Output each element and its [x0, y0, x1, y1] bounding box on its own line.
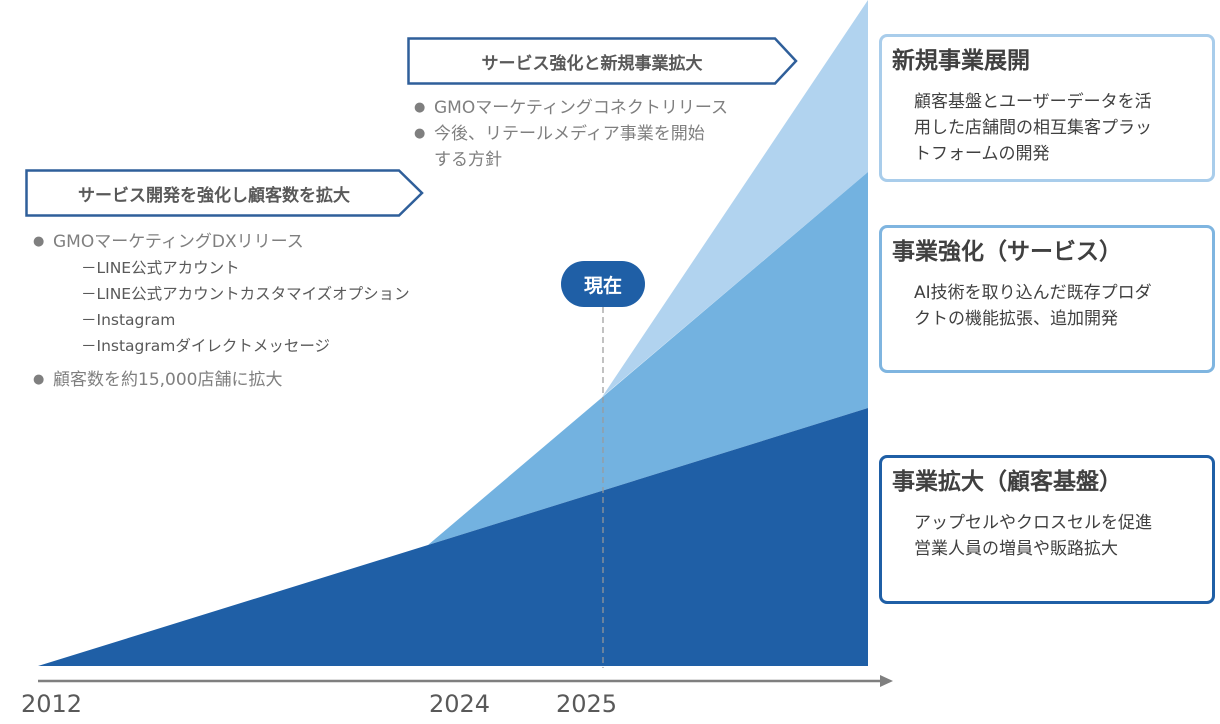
sub-item: －LINE公式アカウント [81, 259, 240, 277]
current-badge: 現在 [561, 261, 645, 307]
bullet-dot: ● [414, 100, 426, 115]
left-phase-banner-label: サービス開発を強化し顧客数を拡大 [78, 185, 350, 206]
list-item: ● GMOマーケティングコネクトリリース [414, 95, 728, 121]
bullet-dot: ● [414, 126, 426, 141]
left-bullet-list: ● GMOマーケティングDXリリース －LINE公式アカウント －LINE公式ア… [33, 229, 410, 393]
top-phase-banner: サービス強化と新規事業拡大 [407, 37, 799, 85]
bullet-dot: ● [33, 234, 45, 249]
sub-item: －Instagramダイレクトメッセージ [81, 337, 331, 355]
list-item: ● GMOマーケティングDXリリース [33, 229, 410, 255]
year-label-current: 2025 [556, 690, 618, 718]
list-item: ● 顧客数を約15,000店舗に拡大 [33, 367, 410, 393]
sub-item: －LINE公式アカウントカスタマイズオプション [81, 285, 410, 303]
bullet-text: 顧客数を約15,000店舗に拡大 [53, 370, 283, 390]
box-description: アップセルやクロスセルを促進 営業人員の増員や販路拡大 [914, 513, 1152, 559]
top-bullet-list: ● GMOマーケティングコネクトリリース ● 今後、リテールメディア事業を開始 … [414, 95, 728, 173]
bullet-text: 今後、リテールメディア事業を開始 [434, 124, 705, 144]
banner-arrow-shape [407, 37, 798, 85]
box-description: 顧客基盤とユーザーデータを活 用した店舗間の相互集客プラッ トフォームの開発 [914, 92, 1152, 164]
list-item-continuation: する方針 [414, 147, 728, 173]
customer-base-area [38, 408, 868, 666]
list-item: ● 今後、リテールメディア事業を開始 [414, 121, 728, 147]
bullet-text: する方針 [434, 150, 502, 170]
time-axis-arrowhead [880, 675, 893, 687]
new-business-area [602, 0, 868, 397]
bullet-dot: ● [33, 372, 45, 387]
top-phase-banner-label: サービス強化と新規事業拡大 [481, 53, 703, 74]
box-title: 事業強化（サービス） [892, 239, 1122, 265]
year-label-start: 2012 [21, 690, 83, 718]
service-enhancement-box: 事業強化（サービス） AI技術を取り込んだ既存プロダ クトの機能拡張、追加開発 [879, 225, 1215, 373]
new-business-box: 新規事業展開 顧客基盤とユーザーデータを活 用した店舗間の相互集客プラッ トフォ… [879, 34, 1215, 182]
left-phase-banner: サービス開発を強化し顧客数を拡大 [25, 169, 425, 217]
service-enhancement-area [428, 172, 868, 545]
bullet-text: GMOマーケティングコネクトリリース [434, 98, 729, 118]
customer-base-box: 事業拡大（顧客基盤） アップセルやクロスセルを促進 営業人員の増員や販路拡大 [879, 455, 1215, 604]
year-label-mid: 2024 [429, 690, 491, 718]
bullet-text: GMOマーケティングDXリリース [53, 232, 304, 252]
sub-item: －Instagram [81, 311, 176, 329]
box-description: AI技術を取り込んだ既存プロダ クトの機能拡張、追加開発 [914, 283, 1152, 329]
box-title: 新規事業展開 [892, 48, 1030, 74]
banner-arrow-shape [25, 169, 424, 217]
box-title: 事業拡大（顧客基盤） [892, 469, 1122, 495]
